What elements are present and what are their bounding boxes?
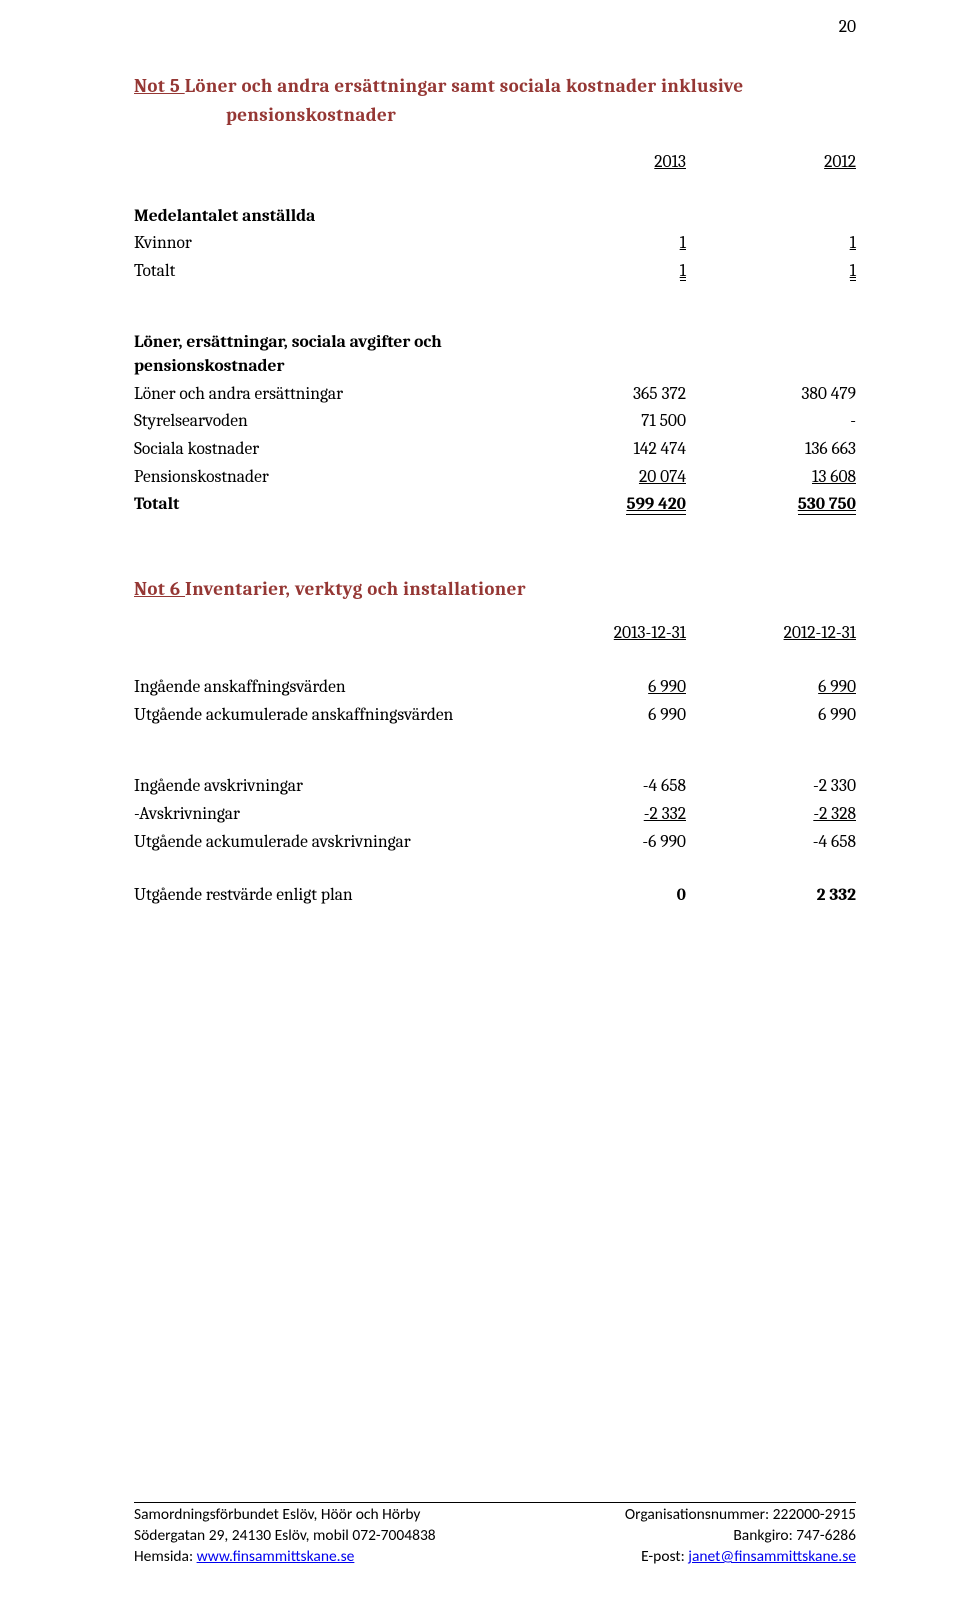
row-label: Pensionskostnader: [134, 464, 556, 492]
cell-value: 13 608: [812, 467, 856, 487]
cell-value: 599 420: [626, 496, 686, 515]
footer-separator: [134, 1502, 856, 1503]
table-row: Kvinnor 1 1: [134, 230, 856, 258]
cell-value: 6 990: [648, 677, 686, 697]
cell-value: 6 990: [726, 702, 856, 730]
note-5-prefix: Not 5: [134, 75, 185, 97]
cell-value: -: [726, 408, 856, 436]
table-row: Löner, ersättningar, sociala avgifter oc…: [134, 329, 856, 380]
cell-value: 142 474: [556, 436, 726, 464]
section-title: Löner, ersättningar, sociala avgifter oc…: [134, 329, 556, 380]
cell-value: 1: [850, 233, 856, 253]
table-row: Ingående anskaffningsvärden 6 990 6 990: [134, 674, 856, 702]
table-row: Medelantalet anställda: [134, 203, 856, 231]
table-row: Pensionskostnader 20 074 13 608: [134, 464, 856, 492]
cell-value: 530 750: [798, 496, 856, 515]
footer-email-link[interactable]: janet@finsammittskane.se: [688, 1547, 856, 1566]
row-label: Styrelsearvoden: [134, 408, 556, 436]
note-5-year-header: 2013 2012: [134, 149, 856, 177]
note-6-block2: Ingående avskrivningar -4 658 -2 330 -Av…: [134, 773, 856, 856]
row-label: Sociala kostnader: [134, 436, 556, 464]
table-row: Totalt 1 1: [134, 258, 856, 286]
table-row: Utgående ackumulerade avskrivningar -6 9…: [134, 829, 856, 857]
note-6-date-header: 2013-12-31 2012-12-31: [134, 620, 856, 648]
note-5-title-line2: pensionskostnader: [134, 101, 856, 130]
row-label: Utgående ackumulerade avskrivningar: [134, 829, 556, 857]
cell-value: 365 372: [556, 381, 726, 409]
cell-value: 71 500: [556, 408, 726, 436]
note-5-section1: Medelantalet anställda Kvinnor 1 1 Total…: [134, 203, 856, 286]
table-row: Ingående avskrivningar -4 658 -2 330: [134, 773, 856, 801]
col-date-2: 2012-12-31: [784, 623, 856, 643]
table-row: Utgående restvärde enligt plan 0 2 332: [134, 882, 856, 910]
cell-value: -4 658: [556, 773, 726, 801]
cell-value: -4 658: [726, 829, 856, 857]
page-footer: Samordningsförbundet Eslöv, Höör och Hör…: [134, 1505, 856, 1568]
table-row: -Avskrivningar -2 332 -2 328: [134, 801, 856, 829]
row-label: Utgående ackumulerade anskaffningsvärden: [134, 702, 556, 730]
row-label: Kvinnor: [134, 230, 556, 258]
cell-value: 1: [680, 233, 686, 253]
table-row: Sociala kostnader 142 474 136 663: [134, 436, 856, 464]
footer-bankgiro: Bankgiro: 747-6286: [625, 1526, 856, 1547]
row-label: Löner och andra ersättningar: [134, 381, 556, 409]
footer-orgnumber: Organisationsnummer: 222000-2915: [625, 1505, 856, 1526]
cell-value: 1: [850, 263, 856, 282]
cell-value: 380 479: [726, 381, 856, 409]
row-label: Totalt: [134, 491, 556, 519]
cell-value: 2 332: [726, 882, 856, 910]
row-label: Utgående restvärde enligt plan: [134, 882, 556, 910]
cell-value: 20 074: [639, 467, 686, 487]
footer-address: Södergatan 29, 24130 Eslöv, mobil 072-70…: [134, 1526, 436, 1547]
section-title: Medelantalet anställda: [134, 203, 556, 231]
row-label: Ingående avskrivningar: [134, 773, 556, 801]
footer-org-name: Samordningsförbundet Eslöv, Höör och Hör…: [134, 1505, 436, 1526]
note-6-title: Inventarier, verktyg och installationer: [185, 578, 526, 600]
cell-value: -2 330: [726, 773, 856, 801]
cell-value: 1: [680, 263, 686, 282]
cell-value: -2 328: [813, 804, 856, 824]
table-row: Löner och andra ersättningar 365 372 380…: [134, 381, 856, 409]
col-year-2013: 2013: [654, 152, 686, 172]
row-label: Totalt: [134, 258, 556, 286]
table-row: Utgående ackumulerade anskaffningsvärden…: [134, 702, 856, 730]
cell-value: 0: [556, 882, 726, 910]
table-row: Styrelsearvoden 71 500 -: [134, 408, 856, 436]
cell-value: -6 990: [556, 829, 726, 857]
col-date-1: 2013-12-31: [614, 623, 686, 643]
note-6-block1: Ingående anskaffningsvärden 6 990 6 990 …: [134, 674, 856, 729]
footer-right: Organisationsnummer: 222000-2915 Bankgir…: [625, 1505, 856, 1568]
note-6-rest: Utgående restvärde enligt plan 0 2 332: [134, 882, 856, 910]
row-label: Ingående anskaffningsvärden: [134, 674, 556, 702]
footer-email-label: E-post:: [641, 1547, 688, 1566]
page-number: 20: [839, 16, 856, 40]
cell-value: 6 990: [556, 702, 726, 730]
cell-value: -2 332: [644, 804, 686, 824]
note-5-heading: Not 5 Löner och andra ersättningar samt …: [134, 72, 856, 131]
footer-homepage-link[interactable]: www.finsammittskane.se: [197, 1547, 355, 1566]
note-6-heading: Not 6 Inventarier, verktyg och installat…: [134, 577, 856, 603]
col-year-2012: 2012: [824, 152, 856, 172]
note-5-section2: Löner, ersättningar, sociala avgifter oc…: [134, 329, 856, 518]
note-5-title-line1: Löner och andra ersättningar samt social…: [185, 75, 744, 97]
table-row: Totalt 599 420 530 750: [134, 491, 856, 519]
footer-left: Samordningsförbundet Eslöv, Höör och Hör…: [134, 1505, 436, 1568]
cell-value: 6 990: [818, 677, 856, 697]
row-label: -Avskrivningar: [134, 801, 556, 829]
cell-value: 136 663: [726, 436, 856, 464]
footer-homepage-label: Hemsida:: [134, 1547, 197, 1566]
note-6-prefix: Not 6: [134, 578, 185, 600]
